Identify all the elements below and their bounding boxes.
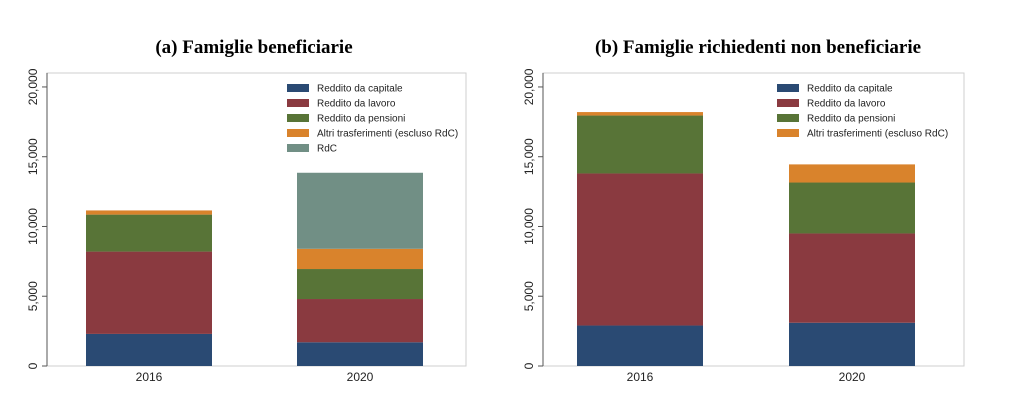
bar-reddito-da-capitale-2020 [297,342,423,366]
bar-reddito-da-capitale-2016 [577,325,703,366]
bar-altri-trasferimenti-2016 [86,210,212,215]
bar-reddito-da-lavoro-2020 [789,233,915,323]
x-tick-label: 2020 [347,370,374,384]
chart-famiglie-beneficiarie: (a) Famiglie beneficiarie 0 5,000 10,000 15,… [26,37,467,384]
bar-reddito-da-pensioni-2020 [789,182,915,234]
legend-swatch [287,84,309,92]
bar-reddito-da-capitale-2016 [86,333,212,366]
bar-reddito-da-lavoro-2016 [86,251,212,334]
y-tick-label: 10,000 [522,208,536,245]
bar-altri-trasferimenti-2020 [789,164,915,183]
bar-reddito-da-pensioni-2016 [86,214,212,252]
chart-title: (a) Famiglie beneficiarie [155,37,352,58]
legend-label: Reddito da lavoro [807,99,886,110]
bar-rdc-2020 [297,172,423,249]
chart-title: (b) Famiglie richiedenti non beneficiari… [595,37,921,58]
legend-label: RdC [317,144,337,155]
bar-reddito-da-pensioni-2016 [577,115,703,174]
bar-reddito-da-lavoro-2016 [577,173,703,326]
bar-altri-trasferimenti-2020 [297,248,423,270]
bar-reddito-da-pensioni-2020 [297,269,423,300]
legend-label: Altri trasferimenti (escluso RdC) [807,129,948,140]
y-tick-label: 15,000 [26,138,40,175]
legend-swatch [287,144,309,152]
y-tick-label: 20,000 [522,68,536,105]
x-tick-label: 2020 [839,370,866,384]
y-tick-label: 15,000 [522,138,536,175]
chart-famiglie-richiedenti-non-beneficiarie: (b) Famiglie richiedenti non beneficiari… [522,37,965,384]
bar-reddito-da-lavoro-2020 [297,299,423,343]
legend-swatch [777,84,799,92]
y-tick-label: 10,000 [26,208,40,245]
y-tick-label: 5,000 [26,281,40,311]
legend-swatch [777,99,799,107]
legend-label: Reddito da pensioni [807,114,895,125]
legend-label: Reddito da capitale [807,84,893,95]
legend-label: Reddito da capitale [317,84,403,95]
legend-label: Altri trasferimenti (escluso RdC) [317,129,458,140]
legend-label: Reddito da pensioni [317,114,405,125]
legend-swatch [777,129,799,137]
y-tick-label: 0 [26,362,40,369]
legend-swatch [287,129,309,137]
legend-label: Reddito da lavoro [317,99,396,110]
y-tick-label: 20,000 [26,68,40,105]
legend-swatch [287,99,309,107]
x-tick-label: 2016 [136,370,163,384]
y-tick-label: 0 [522,362,536,369]
bar-reddito-da-capitale-2020 [789,322,915,366]
x-tick-label: 2016 [627,370,654,384]
legend-swatch [777,114,799,122]
y-tick-label: 5,000 [522,281,536,311]
bar-altri-trasferimenti-2016 [577,112,703,116]
legend-swatch [287,114,309,122]
